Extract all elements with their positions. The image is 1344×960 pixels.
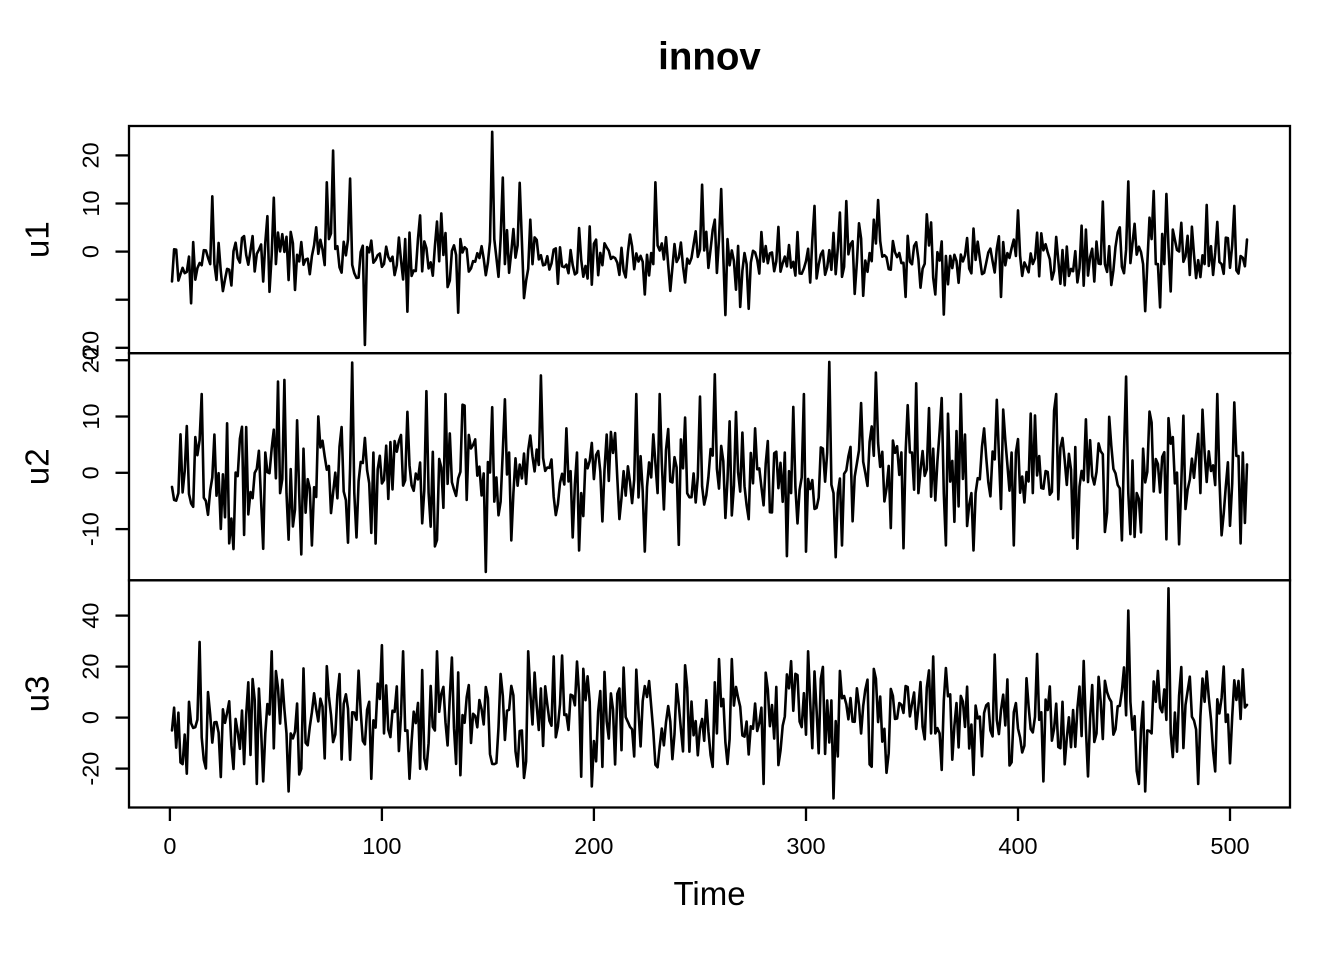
svg-text:-10: -10: [78, 512, 104, 546]
svg-text:u3: u3: [19, 676, 56, 713]
svg-text:-20: -20: [78, 752, 104, 786]
svg-text:20: 20: [78, 654, 104, 680]
svg-text:20: 20: [78, 142, 104, 168]
svg-text:500: 500: [1210, 833, 1249, 859]
svg-text:0: 0: [78, 466, 104, 479]
svg-text:-20: -20: [78, 331, 104, 365]
svg-text:0: 0: [78, 711, 104, 724]
svg-text:u2: u2: [19, 448, 56, 485]
svg-text:200: 200: [574, 833, 613, 859]
svg-text:0: 0: [163, 833, 176, 859]
svg-text:10: 10: [78, 403, 104, 429]
svg-text:20: 20: [78, 347, 104, 373]
svg-text:10: 10: [78, 190, 104, 216]
svg-text:u1: u1: [19, 221, 56, 258]
svg-text:innov: innov: [658, 36, 761, 79]
svg-text:Time: Time: [673, 875, 745, 912]
svg-text:0: 0: [78, 245, 104, 258]
svg-text:300: 300: [786, 833, 825, 859]
svg-text:400: 400: [998, 833, 1037, 859]
svg-text:40: 40: [78, 603, 104, 629]
svg-text:100: 100: [362, 833, 401, 859]
